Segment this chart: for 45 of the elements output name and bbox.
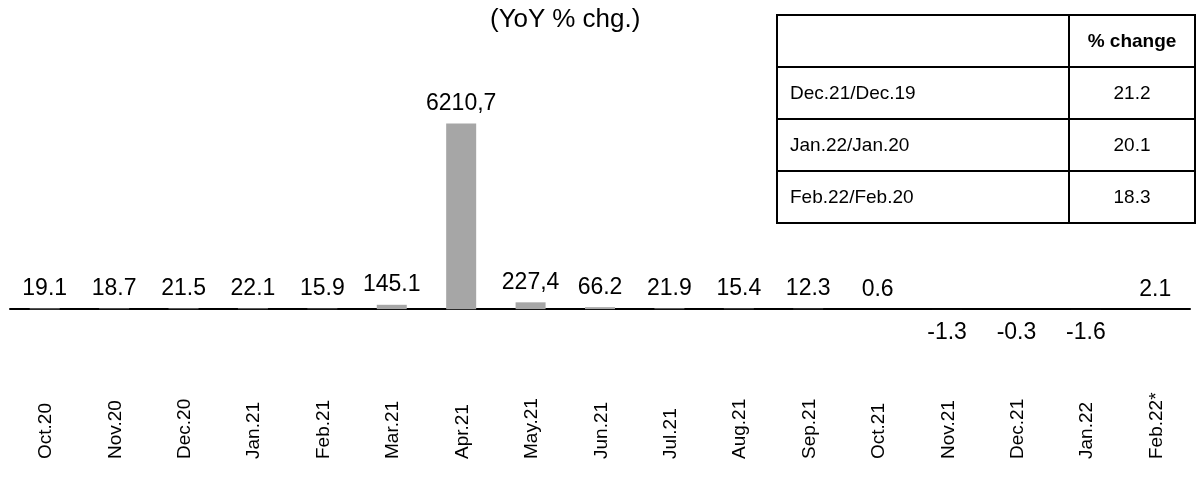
data-label: -1.6	[1066, 317, 1106, 344]
x-tick-label: Nov.21	[936, 400, 958, 459]
data-label: 19.1	[22, 274, 68, 301]
chart-title: (YoY % chg.)	[490, 3, 641, 33]
x-tick-label: May.21	[520, 398, 542, 459]
data-label: 22.1	[230, 273, 276, 300]
data-label: -1.3	[927, 317, 967, 344]
data-label: 6210,7	[426, 89, 497, 116]
annotation: 20.1	[1069, 119, 1195, 171]
x-tick-label: Jun.21	[589, 401, 611, 459]
data-label: -0.3	[996, 317, 1037, 344]
x-tick-label: Feb.22*	[1144, 391, 1166, 459]
bar	[376, 304, 407, 310]
data-label: 15.9	[299, 274, 345, 301]
bar	[515, 302, 546, 310]
data-label: 18.7	[91, 274, 137, 301]
x-tick-label: Mar.21	[381, 400, 403, 459]
x-tick-label: Jan.22	[1075, 401, 1097, 459]
annotation: Feb.22/Feb.20	[777, 171, 1069, 223]
x-tick-label: Aug.21	[728, 398, 750, 459]
x-tick-label: Apr.21	[450, 404, 472, 459]
x-tick-label: Oct.21	[867, 403, 889, 459]
x-tick-label: Sep.21	[797, 398, 819, 459]
data-label: 12.3	[785, 274, 831, 301]
data-label: 21.9	[647, 273, 692, 300]
data-label: 66.2	[577, 272, 623, 299]
x-tick-label: Jul.21	[658, 408, 680, 459]
annotation: Jan.22/Jan.20	[777, 119, 1069, 171]
x-tick-label: Dec.20	[173, 398, 195, 459]
text: % change	[1069, 15, 1195, 67]
data-label: 21.5	[161, 273, 206, 300]
text: Dec.21/Dec.19	[777, 67, 1069, 119]
x-tick-label: Feb.21	[311, 399, 333, 459]
annotation: 18.3	[1069, 171, 1195, 223]
data-label: 0.6	[861, 274, 894, 301]
text: 21.2	[1069, 67, 1195, 119]
data-label: 15.4	[716, 274, 762, 301]
x-tick-label: Oct.20	[34, 403, 56, 459]
bar	[446, 123, 477, 310]
x-tick-label: Jan.21	[242, 401, 264, 459]
x-tick-label: Nov.20	[103, 400, 125, 459]
data-label: 2.1	[1139, 274, 1172, 301]
x-tick-label: Dec.21	[1005, 398, 1027, 459]
data-label: 227,4	[501, 267, 560, 294]
data-label: 145.1	[362, 270, 421, 297]
